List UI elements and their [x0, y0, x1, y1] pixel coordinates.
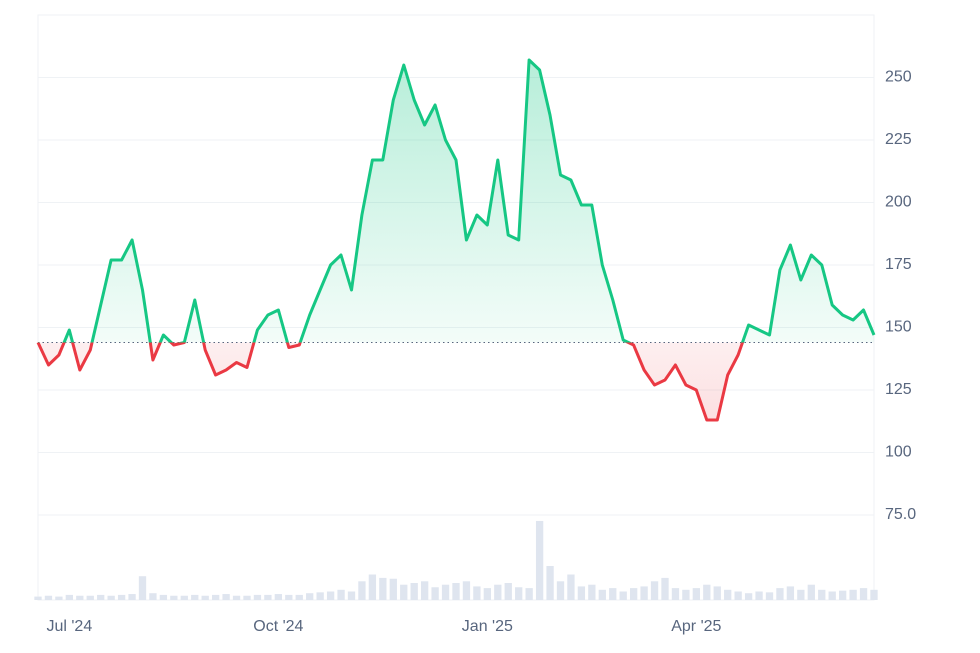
volume-bar [818, 589, 826, 600]
volume-bar [650, 581, 659, 600]
volume-bar [191, 594, 199, 600]
volume-bar [504, 583, 512, 600]
y-tick-label: 75.0 [885, 506, 916, 523]
y-tick-label: 225 [885, 131, 912, 148]
volume-bar [473, 586, 481, 600]
volume-bar [807, 584, 815, 600]
volume-bar [724, 589, 732, 600]
volume-bar [535, 520, 544, 600]
volume-bar [410, 583, 418, 600]
volume-bar [838, 590, 847, 600]
volume-bar [744, 593, 753, 600]
volume-bar [201, 595, 209, 600]
volume-bar [629, 588, 638, 600]
volume-bar [211, 594, 220, 600]
y-tick-label: 250 [885, 69, 912, 86]
volume-bar [734, 591, 742, 600]
volume-bar [65, 594, 74, 600]
volume-bar [776, 588, 784, 600]
volume-bar [525, 588, 533, 600]
volume-bar [274, 594, 283, 600]
volume-bar [400, 584, 408, 600]
volume-bar [849, 589, 857, 600]
volume-bar [567, 574, 575, 600]
volume-bar [671, 588, 680, 600]
volume-bar [138, 576, 147, 600]
volume-bar [692, 588, 701, 600]
volume-bar [180, 595, 188, 600]
volume-bar [347, 591, 356, 600]
volume-bar [379, 577, 387, 600]
y-tick-label: 200 [885, 194, 912, 211]
volume-bar [828, 591, 836, 600]
volume-bar [316, 592, 324, 600]
volume-bar [765, 592, 774, 600]
x-tick-label: Oct '24 [253, 618, 303, 635]
volume-bar [222, 594, 230, 600]
volume-bar [243, 595, 251, 600]
volume-bar [556, 581, 565, 600]
volume-bar [588, 584, 596, 600]
volume-bar [640, 586, 648, 600]
volume-bar [859, 588, 868, 600]
volume-bar [264, 594, 272, 600]
volume-bar [619, 591, 627, 600]
volume-bar [420, 581, 429, 600]
volume-bar [97, 594, 105, 600]
volume-bar [326, 591, 335, 600]
volume-bar [86, 595, 94, 600]
volume-bar [117, 594, 126, 600]
volume-bar [797, 589, 805, 600]
x-tick-label: Jan '25 [462, 618, 513, 635]
volume-bar [107, 595, 115, 600]
x-tick-label: Jul '24 [46, 618, 92, 635]
volume-bar [76, 595, 84, 600]
volume-bar [431, 587, 439, 600]
price-line [36, 58, 876, 422]
volume-bar [546, 566, 554, 600]
volume-bar [253, 594, 262, 600]
volume-bar [337, 589, 345, 600]
volume-bar [55, 596, 63, 600]
volume-bar [149, 593, 157, 600]
volume-bar [170, 595, 178, 600]
volume-bar [159, 594, 168, 600]
volume-bar [870, 589, 878, 600]
volume-bar [483, 588, 492, 600]
volume-bar [598, 589, 606, 600]
volume-bar [44, 595, 53, 600]
volume-bar [389, 578, 397, 600]
volume-bar [515, 587, 523, 600]
volume-bar [577, 586, 586, 600]
volume-bar [295, 594, 303, 600]
volume-bar [786, 586, 795, 600]
price-area [38, 60, 874, 420]
volume-bar [34, 596, 42, 600]
volume-bar [306, 593, 314, 600]
volume-bar [755, 591, 763, 600]
volume-bar [661, 577, 669, 600]
volume-bar [285, 594, 293, 600]
y-tick-label: 100 [885, 444, 912, 461]
volume-bar [368, 574, 377, 600]
volume-bar [128, 594, 136, 600]
volume-bar [703, 584, 711, 600]
y-tick-label: 150 [885, 319, 912, 336]
volume-bar [358, 581, 366, 600]
volume-bar [682, 589, 690, 600]
volume-bar [232, 595, 241, 600]
volume-bar [462, 581, 471, 600]
x-tick-label: Apr '25 [671, 618, 721, 635]
y-tick-label: 125 [885, 381, 912, 398]
volume-bar [609, 588, 617, 600]
volume-bar [494, 584, 502, 600]
volume-bar [441, 584, 450, 600]
volume-bar [713, 586, 721, 600]
volume-bar [452, 583, 460, 600]
y-tick-label: 175 [885, 256, 912, 273]
